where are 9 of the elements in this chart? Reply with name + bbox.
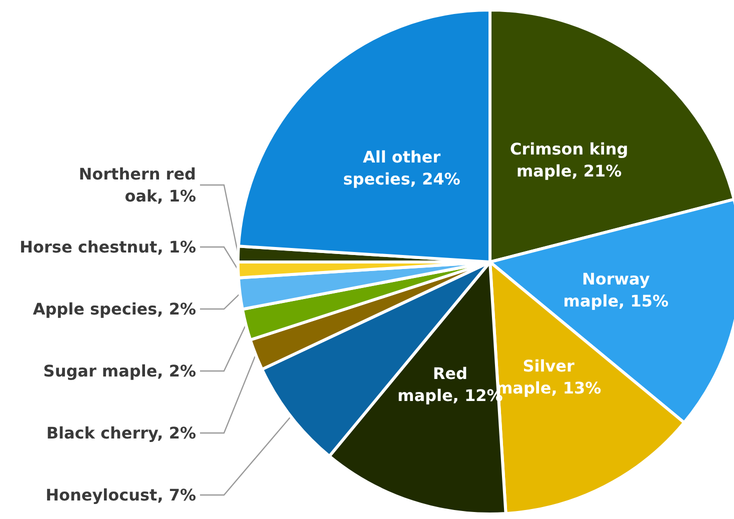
slice-label: Black cherry, 2% <box>46 424 196 442</box>
slice-label: Sugar maple, 2% <box>43 362 196 380</box>
slice-label: Northern red oak, 1% <box>78 164 196 206</box>
slice-label: Honeylocust, 7% <box>46 486 196 504</box>
slice-label: Apple species, 2% <box>32 300 196 318</box>
slice-label: All other species, 24% <box>343 147 460 188</box>
slice-label: Horse chestnut, 1% <box>20 238 196 256</box>
slice-label: Crimson king maple, 21% <box>510 140 628 181</box>
slice-label: Norway maple, 15% <box>563 270 668 311</box>
